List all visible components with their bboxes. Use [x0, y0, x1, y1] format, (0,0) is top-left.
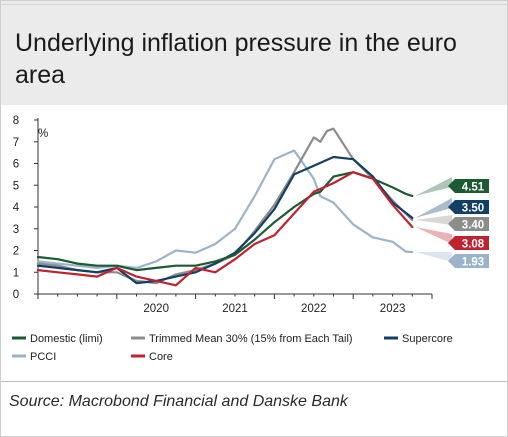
end-value-connector: [415, 215, 452, 225]
x-tick-label: 2021: [222, 303, 248, 315]
legend-label: Core: [149, 351, 173, 363]
series-line-trimmed-mean-30-15-from-each-tail: [36, 127, 414, 285]
end-value-connector: [415, 198, 452, 218]
end-value-badge: [448, 217, 489, 231]
y-tick-label: 4: [13, 202, 20, 214]
end-value-label: 3.40: [462, 220, 484, 232]
source-divider: [1, 381, 507, 382]
legend-label: PCCI: [30, 351, 56, 363]
legend-label: Domestic (limi): [30, 333, 103, 345]
series-line-pcci: [36, 149, 414, 269]
y-tick-label: 1: [13, 267, 19, 279]
y-tick-label: 8: [13, 115, 19, 127]
y-tick-label: 5: [13, 180, 19, 192]
end-value-badge: [448, 236, 489, 250]
end-value-badge: [448, 200, 489, 214]
header-top-line: [1, 4, 507, 5]
end-value-connector: [415, 227, 452, 244]
end-value-badge: [448, 179, 489, 193]
end-value-label: 3.08: [462, 239, 485, 251]
x-tick-label: 2023: [380, 303, 406, 315]
y-tick-label: 6: [13, 159, 19, 171]
chart-header: [1, 1, 507, 105]
end-value-label: 4.51: [462, 182, 485, 194]
end-value-connector: [415, 252, 452, 262]
legend-label: Supercore: [402, 333, 453, 345]
x-tick-label: 2022: [301, 303, 327, 315]
y-tick-label: 7: [13, 137, 19, 149]
chart-title: Underlying inflation pressure in the eur…: [15, 29, 457, 89]
legend-label: Trimmed Mean 30% (15% from Each Tail): [149, 333, 353, 345]
source-note: Source: Macrobond Financial and Danske B…: [9, 393, 348, 410]
series-line-domestic-limi: [36, 171, 414, 272]
series-line-core: [36, 171, 414, 287]
series-line-supercore: [36, 155, 414, 285]
end-value-badge: [448, 254, 489, 268]
end-value-label: 3.50: [462, 203, 484, 215]
end-value-label: 1.93: [462, 257, 484, 269]
end-value-connector: [415, 177, 452, 196]
y-tick-label: 0: [13, 289, 19, 301]
x-tick-label: 2020: [143, 303, 169, 315]
y-tick-label: 2: [13, 246, 19, 258]
y-tick-label: 3: [13, 224, 19, 236]
y-axis-unit: %: [38, 128, 48, 140]
